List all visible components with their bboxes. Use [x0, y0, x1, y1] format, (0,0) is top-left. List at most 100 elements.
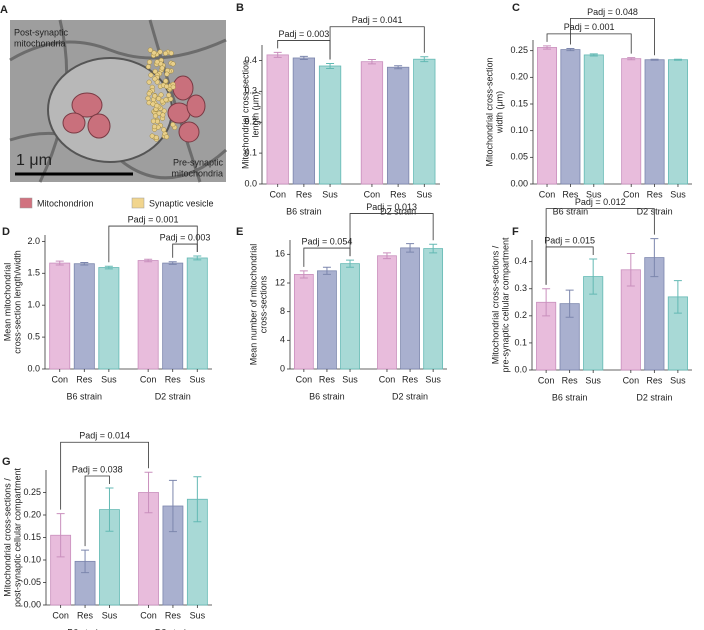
panel-letter: C [512, 2, 520, 14]
vesicle [146, 79, 152, 85]
x-tick-label: Con [623, 375, 640, 385]
panel-letter: G [2, 456, 11, 468]
error-bar [394, 65, 403, 70]
bar [162, 262, 184, 370]
x-tick-label: Sus [417, 189, 433, 199]
mitochondrion [87, 113, 111, 139]
x-tick-label: Sus [190, 374, 206, 384]
error-bar [299, 55, 308, 61]
y-tick-label: 0.1 [244, 147, 257, 157]
x-tick-label: Res [562, 189, 579, 199]
vesicle [166, 92, 172, 98]
significance-label: Padj = 0.013 [366, 202, 417, 212]
y-tick-label: 0.3 [514, 283, 527, 293]
y-tick-label: 0.2 [244, 117, 257, 127]
y-axis-label: post-synaptic cellular compartment [12, 467, 22, 607]
vesicle [160, 112, 166, 118]
y-tick-label: 12 [275, 277, 285, 287]
error-bar [420, 56, 429, 63]
error-bar [168, 261, 177, 265]
post-label: mitochondria [14, 38, 66, 48]
vesicle [164, 71, 170, 77]
y-axis-label: Mitochondrial cross-section [484, 57, 494, 166]
mitochondrion [71, 92, 103, 118]
y-tick-label: 0.10 [510, 125, 528, 135]
y-tick-label: 0.10 [23, 554, 41, 564]
bar [386, 66, 410, 185]
pre-label: Pre-synaptic [173, 157, 224, 167]
legend-label: Mitochondrion [37, 198, 94, 208]
y-tick-label: 4 [280, 335, 285, 345]
y-tick-label: 1.0 [27, 300, 40, 310]
x-tick-label: Res [562, 375, 579, 385]
y-axis-label: length (μm) [250, 92, 260, 138]
y-tick-label: 0.00 [23, 599, 41, 609]
vesicle [152, 76, 158, 82]
bar [49, 262, 71, 370]
x-tick-label: Res [76, 374, 93, 384]
bar [73, 263, 95, 370]
vesicle [147, 59, 153, 65]
x-tick-label: Res [165, 374, 182, 384]
panel-a: 1 μm Post-synaptic mitochondria Pre-syna… [0, 4, 227, 183]
x-tick-label: Sus [342, 374, 358, 384]
y-tick-label: 0.4 [514, 256, 527, 266]
bar [360, 61, 384, 185]
vesicle [148, 72, 154, 78]
y-tick-label: 0.0 [27, 363, 40, 373]
mitochondrion [186, 94, 206, 118]
x-tick-label: Con [539, 189, 556, 199]
bar [667, 59, 688, 185]
error-bar [299, 270, 308, 279]
mitochondrion [62, 112, 86, 134]
y-tick-label: 2.0 [27, 236, 40, 246]
x-tick-label: Res [647, 189, 664, 199]
x-tick-label: Sus [585, 375, 601, 385]
group-label: B6 strain [553, 206, 589, 216]
bar [377, 255, 397, 370]
x-tick-label: Con [140, 374, 157, 384]
y-tick-label: 0.2 [514, 310, 527, 320]
vesicle [170, 84, 176, 90]
significance-label: Padj = 0.054 [302, 236, 353, 246]
panel-letter: E [236, 226, 243, 238]
x-tick-label: Res [319, 374, 336, 384]
y-axis-label: Mean mitochondrial [2, 263, 12, 342]
bar [340, 263, 360, 370]
y-tick-label: 0.15 [23, 532, 41, 542]
error-bar [627, 57, 636, 61]
vesicle [151, 50, 157, 56]
vesicle [168, 50, 174, 56]
y-tick-label: 0.0 [244, 178, 257, 188]
group-label: B6 strain [309, 391, 345, 401]
significance-label: Padj = 0.041 [352, 15, 403, 25]
y-tick-label: 1.5 [27, 268, 40, 278]
significance-bracket [329, 26, 425, 60]
y-tick-label: 0.20 [23, 509, 41, 519]
x-tick-label: Con [269, 189, 286, 199]
significance-label: Padj = 0.038 [72, 464, 123, 474]
group-label: D2 strain [155, 391, 191, 401]
error-bar [566, 48, 575, 52]
error-bar [81, 549, 90, 574]
y-tick-label: 8 [280, 306, 285, 316]
group-label: D2 strain [155, 627, 191, 630]
significance-label: Padj = 0.014 [79, 431, 130, 441]
error-bar [193, 476, 202, 523]
x-tick-label: Con [52, 610, 69, 620]
error-bar [382, 252, 391, 260]
error-bar [326, 63, 335, 69]
bar [400, 247, 420, 370]
vesicle [163, 50, 169, 56]
error-bar [80, 261, 89, 266]
y-tick-label: 0.05 [510, 152, 528, 162]
vesicle [153, 134, 159, 141]
vesicle [145, 64, 151, 70]
error-bar [650, 58, 659, 61]
group-label: D2 strain [380, 206, 416, 216]
panel-letter: D [2, 226, 10, 238]
error-bar [273, 51, 282, 58]
pre-label: mitochondria [171, 168, 223, 178]
y-tick-label: 0.20 [510, 72, 528, 82]
y-tick-label: 0.0 [514, 364, 527, 374]
